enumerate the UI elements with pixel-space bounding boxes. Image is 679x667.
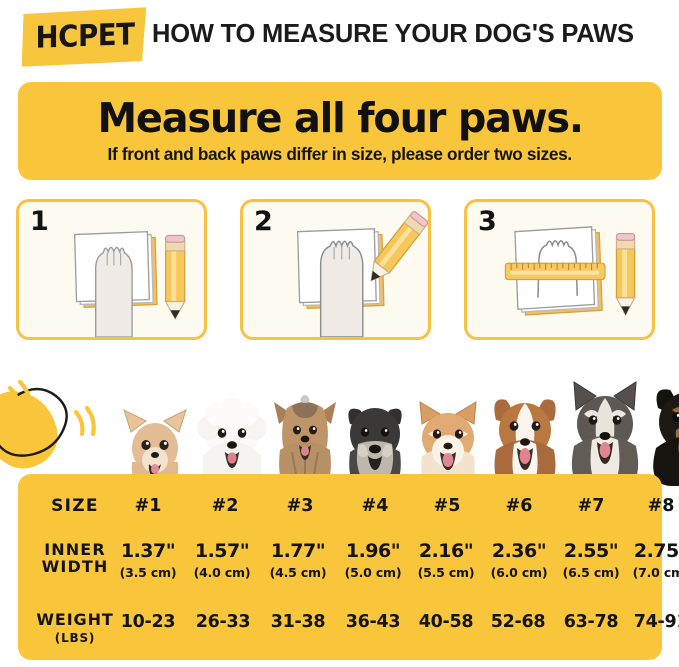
step-card-2: 2 bbox=[240, 199, 431, 340]
page-header: HCPET HOW TO MEASURE YOUR DOG'S PAWS bbox=[0, 0, 679, 72]
step-1-number: 1 bbox=[30, 206, 49, 237]
step-1-illustration bbox=[73, 230, 186, 337]
inner-cm-cell-6: (6.0 cm) bbox=[490, 565, 548, 580]
size-cell-8: #8 bbox=[647, 496, 675, 516]
weight-cell-8: 74-91 bbox=[633, 612, 679, 632]
table-row-weight: WEIGHT (LBS) 10-23 26-33 31-38 36-43 40-… bbox=[18, 596, 679, 660]
inner-cm-cell-8: (7.0 cm) bbox=[632, 565, 679, 580]
inner-cm-cell-3: (4.5 cm) bbox=[269, 565, 327, 580]
size-cell-2: #2 bbox=[211, 496, 239, 516]
step-card-1: 1 bbox=[16, 199, 207, 340]
size-cell-4: #4 bbox=[361, 496, 389, 516]
row-label-size: SIZE bbox=[51, 496, 99, 516]
dog-photo-shiba-inu bbox=[419, 401, 477, 486]
inner-in-cell-7: 2.55" bbox=[563, 540, 619, 562]
dog-photo-alaskan-malamute bbox=[571, 381, 639, 486]
step-3-illustration bbox=[504, 226, 636, 317]
row-label-weight-unit: (LBS) bbox=[54, 631, 96, 645]
weight-cell-6: 52-68 bbox=[490, 612, 546, 632]
inner-cm-cell-7: (6.5 cm) bbox=[562, 565, 620, 580]
instruction-banner: Measure all four paws. If front and back… bbox=[18, 82, 662, 180]
size-cell-6: #6 bbox=[505, 496, 533, 516]
row-label-inner-line2: WIDTH bbox=[41, 557, 109, 576]
bone-decoration-icon bbox=[0, 379, 96, 469]
page-title: HOW TO MEASURE YOUR DOG'S PAWS bbox=[152, 20, 634, 48]
weight-cell-3: 31-38 bbox=[270, 612, 326, 632]
weight-cell-2: 26-33 bbox=[195, 612, 251, 632]
step-3-number: 3 bbox=[478, 206, 497, 237]
brand-logo-text: HCPET bbox=[35, 16, 135, 56]
size-cell-1: #1 bbox=[134, 496, 162, 516]
dog-photo-bichon-frise bbox=[197, 398, 267, 486]
table-row-size: SIZE #1 #2 #3 #4 #5 #6 #7 #8 bbox=[18, 474, 674, 532]
inner-in-cell-1: 1.37" bbox=[120, 540, 176, 562]
row-label-inner-line1: INNER bbox=[44, 540, 106, 559]
inner-cm-cell-1: (3.5 cm) bbox=[119, 565, 177, 580]
dog-photo-yorkshire-terrier bbox=[274, 395, 336, 486]
inner-cm-cell-5: (5.5 cm) bbox=[417, 565, 475, 580]
inner-in-cell-3: 1.77" bbox=[270, 540, 326, 562]
inner-in-cell-2: 1.57" bbox=[194, 540, 250, 562]
weight-cell-4: 36-43 bbox=[345, 612, 401, 632]
weight-cell-1: 10-23 bbox=[120, 612, 176, 632]
inner-cm-cell-2: (4.0 cm) bbox=[193, 565, 251, 580]
inner-in-cell-6: 2.36" bbox=[491, 540, 547, 562]
dog-breed-strip bbox=[0, 368, 679, 486]
step-card-3: 3 bbox=[464, 199, 655, 340]
table-row-inner-width: INNER WIDTH 1.37" (3.5 cm) 1.57" (4.0 cm… bbox=[18, 532, 679, 596]
dog-photo-schnauzer bbox=[348, 408, 402, 486]
size-cell-7: #7 bbox=[577, 496, 605, 516]
size-cell-3: #3 bbox=[286, 496, 314, 516]
steps-container: 1 2 bbox=[16, 199, 664, 344]
dog-photo-rottweiler bbox=[653, 389, 679, 486]
weight-cell-7: 63-78 bbox=[563, 612, 619, 632]
inner-in-cell-5: 2.16" bbox=[418, 540, 474, 562]
inner-cm-cell-4: (5.0 cm) bbox=[344, 565, 402, 580]
weight-cell-5: 40-58 bbox=[418, 612, 474, 632]
row-label-weight-text: WEIGHT bbox=[36, 610, 114, 629]
step-2-illustration bbox=[296, 211, 428, 337]
dog-photo-australian-shepherd bbox=[494, 399, 556, 486]
inner-in-cell-4: 1.96" bbox=[345, 540, 401, 562]
dog-photos-row bbox=[118, 368, 679, 486]
size-cell-5: #5 bbox=[433, 496, 461, 516]
step-2-number: 2 bbox=[254, 206, 273, 237]
row-label-inner-width: INNER WIDTH bbox=[32, 541, 118, 575]
banner-headline: Measure all four paws. bbox=[97, 93, 584, 142]
row-label-weight: WEIGHT (LBS) bbox=[32, 610, 118, 645]
banner-subtitle: If front and back paws differ in size, p… bbox=[107, 143, 573, 164]
size-chart-table: SIZE #1 #2 #3 #4 #5 #6 #7 #8 INNER WIDTH… bbox=[18, 474, 679, 660]
inner-in-cell-8: 2.75" bbox=[633, 540, 679, 562]
